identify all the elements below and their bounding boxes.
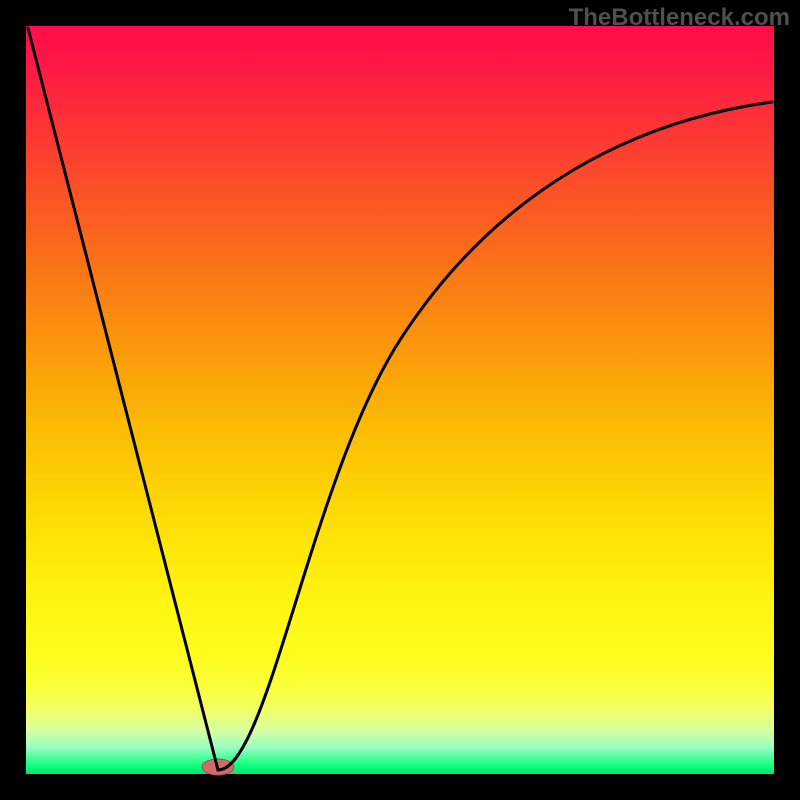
chart-container: TheBottleneck.com bbox=[0, 0, 800, 800]
bottleneck-chart bbox=[0, 0, 800, 800]
watermark-text: TheBottleneck.com bbox=[569, 4, 790, 32]
chart-plot-area bbox=[26, 26, 774, 774]
